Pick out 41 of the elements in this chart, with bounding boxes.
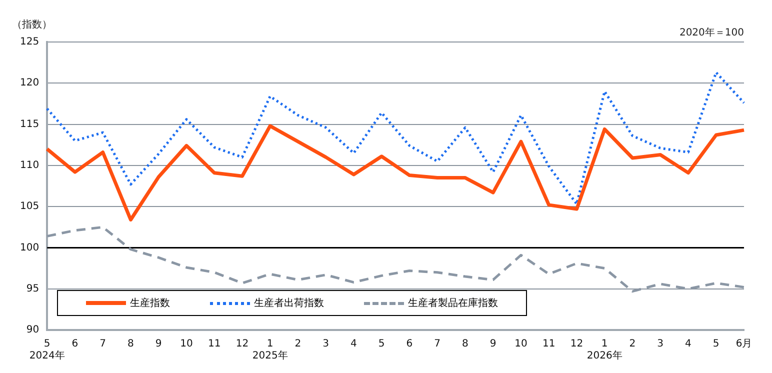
text: 2020年＝100 — [679, 26, 744, 39]
y-tick-label: 125 — [20, 36, 40, 48]
y-tick-label: 100 — [20, 242, 40, 254]
x-tick-label: 6 — [72, 338, 78, 350]
y-tick-label: 120 — [20, 78, 40, 89]
line-series — [46, 71, 746, 206]
x-tick-label: 1 2026年 — [586, 338, 622, 362]
x-tick-label: 10 — [514, 338, 528, 350]
x-tick-label: 5 — [712, 338, 720, 350]
x-tick-label: 11 — [208, 338, 221, 350]
x-tick-label: 8 — [128, 338, 134, 350]
x-tick-label: 6 — [406, 338, 413, 350]
x-tick-label: 11 — [542, 338, 556, 350]
line-series — [46, 226, 746, 293]
x-tick-label: 9 — [155, 338, 162, 350]
legend-label: 生産指数 — [130, 296, 170, 310]
x-tick-label: 12 — [236, 338, 249, 350]
x-tick-label: 3 — [322, 338, 330, 350]
y-tick-label: 110 — [20, 160, 40, 172]
y-tick-label: 105 — [20, 201, 40, 212]
x-tick-label: 4 — [685, 338, 692, 350]
y-axis-title: （指数） — [12, 18, 52, 31]
x-tick-label: 4 — [350, 338, 357, 350]
x-tick-label: 8 — [462, 338, 468, 350]
y-tick-label: 115 — [20, 118, 40, 130]
x-tick-label: 12 — [570, 338, 584, 350]
y-tick-label: 90 — [26, 324, 40, 336]
x-tick-label: 7 — [100, 338, 106, 350]
x-tick-label: 2 — [294, 338, 302, 350]
x-tick-label: 2 — [629, 338, 636, 350]
x-tick-label: 10 — [180, 338, 193, 350]
x-tick-label: 1 2025年 — [252, 338, 288, 362]
x-tick-label: 5 2024年 — [29, 338, 65, 362]
x-tick-label: 5 — [378, 338, 385, 350]
legend-label: 生産者出荷指数 — [254, 296, 324, 310]
x-tick-label: 6月 — [736, 338, 752, 350]
x-tick-label: 7 — [434, 338, 441, 350]
x-tick-label: 9 — [490, 338, 496, 350]
legend-label: 生産者製品在庫指数 — [408, 296, 498, 310]
x-tick-label: 3 — [657, 338, 664, 350]
y-tick-label: 95 — [26, 283, 40, 294]
